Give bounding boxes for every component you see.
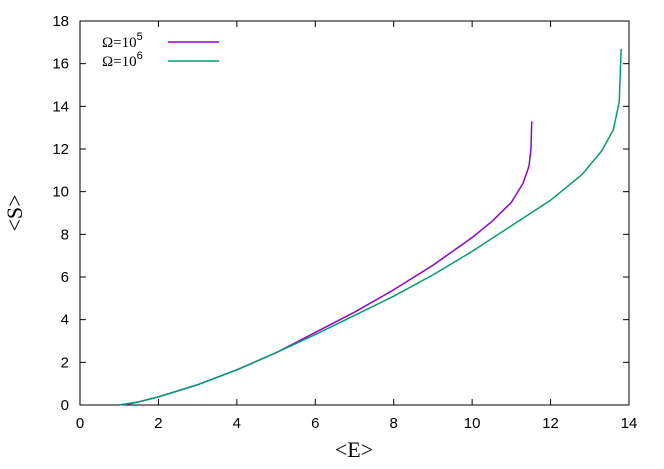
plot-frame (79, 20, 630, 406)
x-tick-label: 10 (464, 415, 481, 432)
x-tick-label: 8 (390, 415, 398, 432)
y-tick-label: 8 (61, 226, 69, 243)
legend-label-exponent: 6 (137, 50, 143, 62)
x-tick-label: 14 (621, 415, 638, 432)
x-tick-label: 6 (311, 415, 319, 432)
y-tick-label: 6 (61, 269, 69, 286)
series-layer (119, 48, 622, 406)
legend-label: Ω=106 (102, 50, 143, 70)
x-tick-label: 12 (542, 415, 559, 432)
y-tick-label: 2 (61, 354, 69, 371)
y-tick-label: 18 (52, 13, 69, 30)
series-line-0 (122, 121, 533, 406)
axis-ticks: 0 2 4 6 8 10 12 14 0 2 4 6 8 10 12 14 16 18 (52, 13, 637, 432)
legend-label-exponent: 5 (137, 31, 143, 43)
x-tick-label: 2 (154, 415, 162, 432)
y-tick-label: 10 (52, 184, 69, 201)
y-tick-label: 12 (52, 141, 69, 158)
y-tick-label: 16 (52, 56, 69, 73)
legend-label: Ω=105 (102, 31, 143, 51)
legend-entry: Ω=106 (102, 50, 219, 70)
legend-label-base: Ω=10 (102, 35, 137, 51)
y-tick-label: 0 (61, 397, 69, 414)
series-line-1 (119, 48, 622, 406)
legend-label-base: Ω=10 (102, 54, 137, 70)
legend-entry: Ω=105 (102, 31, 219, 51)
x-axis-title: <E> (335, 437, 373, 462)
y-tick-label: 14 (52, 98, 69, 115)
y-axis-title: <S> (2, 194, 27, 231)
y-tick-label: 4 (61, 312, 69, 329)
x-tick-label: 0 (76, 415, 84, 432)
legend: Ω=105 Ω=106 (102, 31, 219, 70)
x-tick-label: 4 (233, 415, 241, 432)
